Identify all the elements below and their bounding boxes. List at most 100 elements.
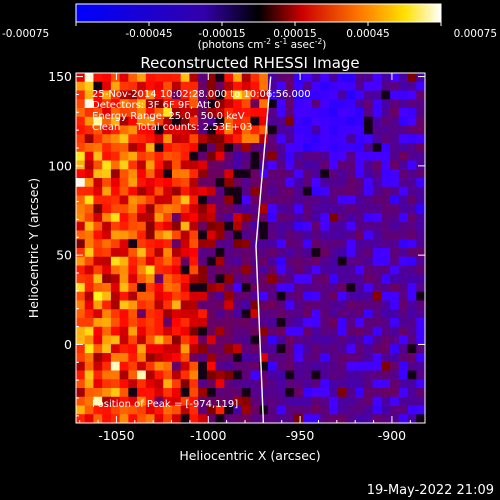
heatmap-cell [241,361,252,372]
heatmap-cell [294,291,304,302]
heatmap-cell [189,230,199,240]
heatmap-cell [267,265,278,275]
heatmap-cell [337,283,348,293]
heatmap-cell [267,318,278,328]
heatmap-cell [180,344,191,354]
heatmap-cell [372,335,382,345]
heatmap-cell [163,90,173,100]
colorbar-tick-label: 0.00075 [454,28,497,40]
heatmap-cell [250,388,260,398]
heatmap-cell [224,344,234,354]
heatmap-cell [250,300,260,310]
heatmap-cell [294,335,304,345]
heatmap-cell [93,160,103,170]
heatmap-cell [372,379,382,389]
heatmap-cell [119,344,129,354]
x-tick-label: -950 [286,428,314,443]
heatmap-cell [93,186,103,197]
heatmap-cell [171,326,182,337]
heatmap-cell [84,116,95,127]
heatmap-cell [250,396,260,407]
heatmap-cell [311,265,321,275]
heatmap-cell [390,344,400,354]
heatmap-cell [137,396,147,407]
heatmap-cell [84,379,95,389]
heatmap-cell [171,318,182,328]
heatmap-cell [363,353,374,363]
heatmap-cell [154,414,164,423]
heatmap-cell [294,256,304,267]
heatmap-cell [320,239,330,249]
heatmap-cell [355,379,365,389]
heatmap-cell [372,90,382,100]
heatmap-cell [76,405,86,415]
heatmap-cell [320,414,330,423]
heatmap-cell [285,160,295,170]
heatmap-cell [93,353,103,363]
heatmap-cell [110,344,121,354]
heatmap-cell [294,134,304,144]
heatmap-cell [76,370,86,380]
heatmap-cell [119,90,129,100]
heatmap-cell [355,256,365,267]
heatmap-cell [363,221,374,232]
heatmap-cell [206,90,217,100]
heatmap-cell [372,204,382,214]
heatmap-cell [241,108,252,118]
heatmap-cell [276,291,286,302]
heatmap-cell [285,300,295,310]
heatmap-cell [102,108,112,118]
heatmap-cell [241,134,252,144]
heatmap-cell [294,248,304,258]
heatmap-cell [180,326,191,337]
heatmap-cell [285,256,295,267]
heatmap-cell [267,256,278,267]
heatmap-cell [128,370,138,380]
heatmap-cell [311,169,321,179]
heatmap-cell [224,414,234,423]
heatmap-cell [180,414,191,423]
heatmap-cell [128,379,138,389]
heatmap-cell [329,405,339,415]
heatmap-cell [110,335,121,345]
heatmap-cell [407,379,417,389]
heatmap-cell [215,239,225,249]
heatmap-cell [381,221,391,232]
heatmap-cell [110,388,121,398]
heatmap-cell [163,265,173,275]
heatmap-cell [294,283,304,293]
heatmap-cell [372,318,382,328]
heatmap-cell [163,335,173,345]
heatmap-cell [320,256,330,267]
heatmap-cell [102,73,112,83]
heatmap-cell [337,134,348,144]
heatmap-cell [163,99,173,109]
heatmap-cell [180,116,191,127]
heatmap-cell [215,283,225,293]
heatmap-cell [320,116,330,127]
heatmap-cell [137,169,147,179]
heatmap-cell [320,230,330,240]
heatmap-cell [259,230,269,240]
heatmap-cell [416,344,425,354]
heatmap-cell [154,178,164,188]
heatmap-cell [311,361,321,372]
heatmap-cell [346,326,356,337]
heatmap-cell [285,213,295,223]
heatmap-cell [119,186,129,197]
heatmap-cell [390,160,400,170]
heatmap-cell [381,186,391,197]
heatmap-cell [390,405,400,415]
heatmap-cell [128,344,138,354]
y-tick-label: 0 [64,337,72,352]
heatmap-cell [224,335,234,345]
heatmap-cell [163,309,173,319]
heatmap-cell [302,178,313,188]
heatmap-cell [285,274,295,284]
heatmap-cell [390,396,400,407]
heatmap-cell [76,108,86,118]
heatmap-cell [128,186,138,197]
heatmap-cell [285,405,295,415]
heatmap-cell [233,134,243,144]
